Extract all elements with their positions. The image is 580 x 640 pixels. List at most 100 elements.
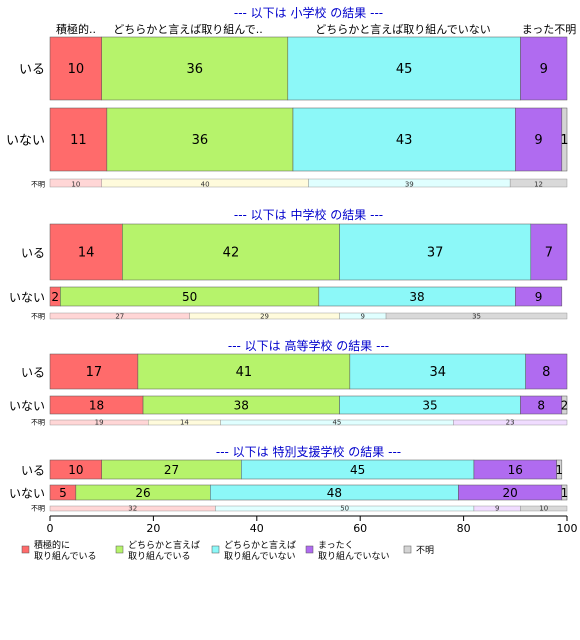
unknown-data-label: 10 [539,505,548,513]
data-label: 11 [70,133,87,148]
x-tick-label: 40 [250,522,264,535]
bar-segment [515,286,563,307]
unknown-bar-segment [453,419,568,426]
unknown-row-label: 不明 [31,505,45,513]
bar-segment [515,107,563,172]
data-label: 38 [409,290,424,304]
unknown-bar-segment [509,178,568,188]
bar-segment [122,223,340,281]
legend-label: 取り組んでいない [224,550,296,562]
legend-swatch [21,545,30,554]
unknown-data-label: 29 [260,313,269,321]
data-label: 8 [537,399,545,413]
legend-swatch [211,545,220,554]
bar-segment [292,107,516,172]
row-label: いない [9,291,45,305]
unknown-data-label: 50 [340,505,349,513]
unknown-data-label: 23 [506,419,515,427]
data-label: 1 [560,133,568,148]
unknown-data-label: 12 [534,181,543,189]
bar-segment [525,353,568,390]
unknown-bar-segment [385,312,568,320]
bar-segment [561,107,568,172]
bar-segment [520,36,568,101]
data-label: 2 [561,399,569,413]
data-label: 2 [51,290,59,304]
bar-segment [137,353,351,390]
data-label: 10 [68,62,85,77]
row-label: いる [21,366,45,380]
unknown-data-label: 10 [71,181,80,189]
legend-label: 取り組んでいる [34,550,97,562]
data-label: 27 [164,463,179,477]
data-label: 5 [59,486,67,500]
data-label: 43 [396,133,413,148]
row-label: いない [9,399,45,413]
x-tick-label: 80 [457,522,471,535]
data-label: 9 [535,290,543,304]
unknown-data-label: 35 [472,313,481,321]
column-header: どちらかと言えば取り組んでいない [315,23,490,36]
row-label: いる [19,63,45,78]
data-label: 42 [223,246,240,261]
data-label: 48 [327,486,342,500]
x-tick-label: 20 [146,522,160,535]
data-label: 1 [561,486,569,500]
data-label: 20 [502,486,517,500]
row-label: いる [21,464,45,478]
x-tick-label: 60 [353,522,367,535]
data-label: 45 [396,62,413,77]
data-label: 1 [555,463,563,477]
bar-segment [561,395,568,415]
panel-title: --- 以下は 小学校 の結果 --- [234,5,383,20]
data-label: 34 [429,365,446,380]
legend-label: どちらかと言えば [224,539,296,551]
row-label: いない [9,487,45,501]
unknown-data-label: 14 [180,419,189,427]
data-label: 36 [192,133,209,148]
bar-segment [49,107,108,172]
unknown-data-label: 40 [201,181,210,189]
data-label: 36 [186,62,203,77]
x-tick-label: 100 [557,522,578,535]
data-label: 45 [350,463,365,477]
unknown-data-label: 32 [128,505,137,513]
data-label: 7 [545,246,553,261]
data-label: 8 [542,365,550,380]
unknown-row-label: 不明 [31,313,45,321]
panel-title: --- 以下は 中学校 の結果 --- [234,207,383,222]
bar-segment [349,353,526,390]
unknown-data-label: 45 [332,419,341,427]
column-header: どちらかと言えば取り組んで.. [113,23,262,36]
legend-label: 不明 [416,545,434,556]
panel-title: --- 以下は 特別支援学校 の結果 --- [216,444,401,459]
unknown-row-label: 不明 [31,419,45,427]
unknown-data-label: 19 [95,419,104,427]
data-label: 18 [89,399,104,413]
unknown-row-label: 不明 [31,181,45,189]
data-label: 10 [68,463,83,477]
bar-segment [287,36,521,101]
bar-segment [530,223,568,281]
data-label: 41 [236,365,253,380]
bar-segment [339,223,532,281]
legend-label: まったく [318,540,354,551]
legend-label: 積極的に [34,539,70,551]
bar-segment [49,36,102,101]
data-label: 35 [422,399,437,413]
legend-swatch [115,545,124,554]
legend-swatch [305,545,314,554]
data-label: 17 [86,365,103,380]
legend-label: 取り組んでいない [318,550,390,562]
data-label: 50 [182,290,197,304]
panel-title: --- 以下は 高等学校 の結果 --- [228,338,389,353]
bar-segment [101,36,289,101]
legend-swatch [403,545,412,554]
data-label: 26 [135,486,150,500]
data-label: 16 [508,463,523,477]
x-tick-label: 0 [47,522,54,535]
unknown-bar-segment [520,505,568,512]
legend-label: どちらかと言えば [128,539,200,551]
